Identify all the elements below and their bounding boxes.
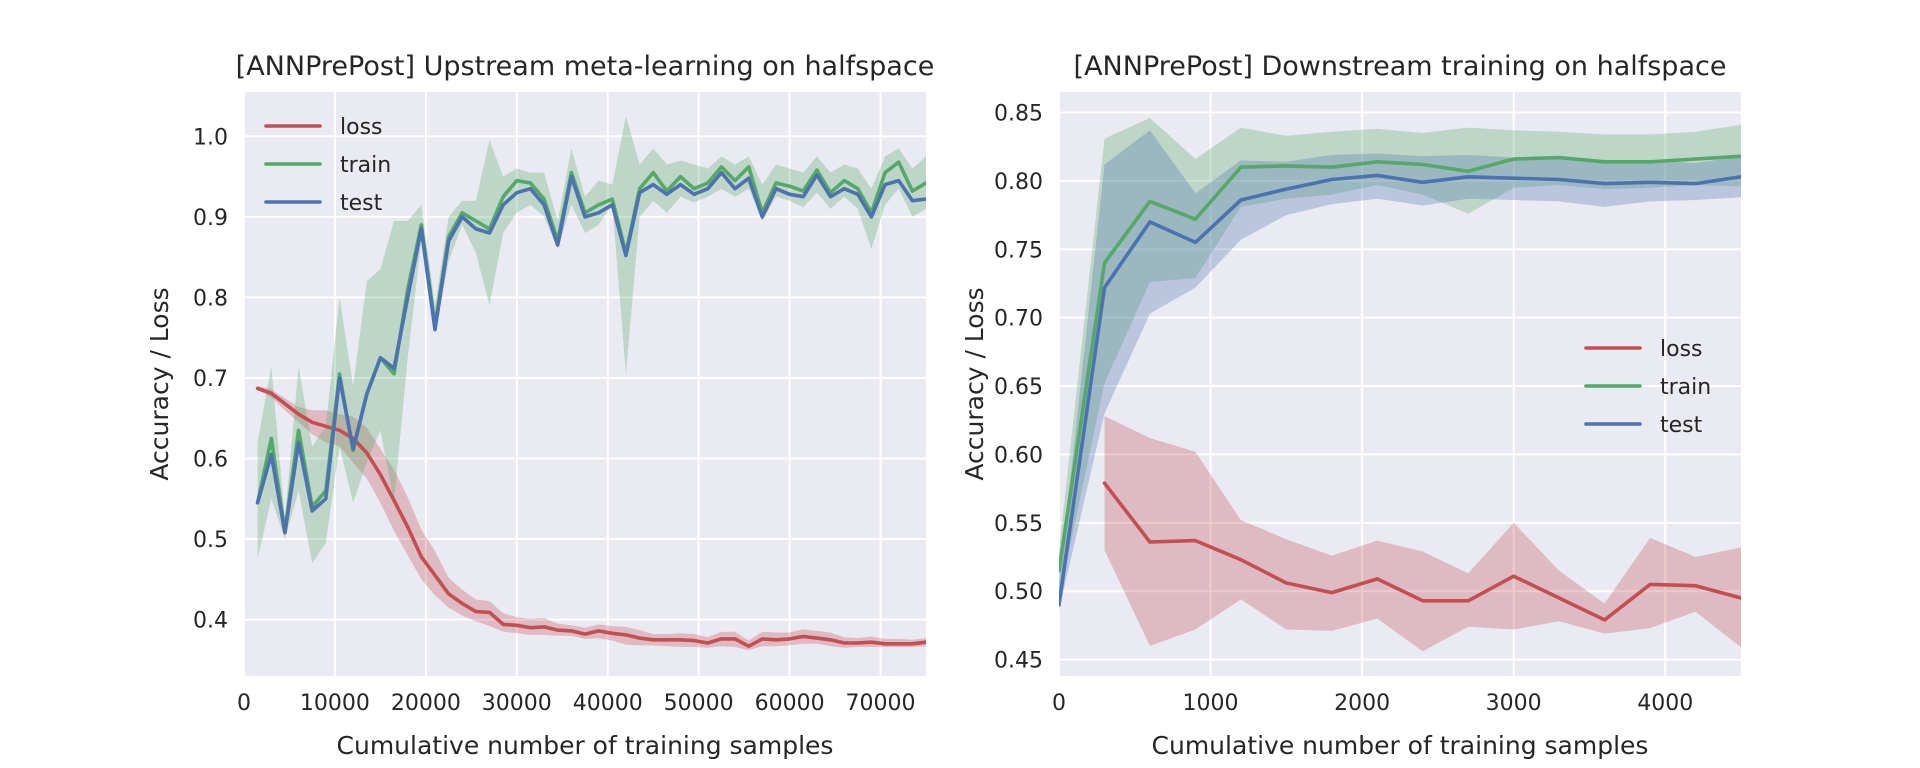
- chart-title: [ANNPrePost] Upstream meta-learning on h…: [236, 51, 935, 82]
- legend-label-loss: loss: [1660, 337, 1703, 362]
- band-test: [1059, 130, 1741, 611]
- subplot-2: 0 1000 2000 3000 4000 0.45 0.50 0.55 0.60 0.65 0.7…: [960, 51, 1741, 760]
- x-tick-label: 2000: [1334, 691, 1390, 716]
- y-axis-label: Accuracy / Loss: [960, 287, 989, 480]
- axes-background: [1059, 92, 1741, 676]
- x-tick-label: 10000: [300, 691, 370, 716]
- band-train: [257, 116, 926, 564]
- y-tick-labels: 0.4 0.5 0.6 0.7 0.8 0.9 1.0: [193, 125, 228, 633]
- line-test: [1059, 173, 1741, 607]
- y-tick-label: 0.50: [994, 580, 1043, 605]
- x-axis-label: Cumulative number of training samples: [337, 731, 834, 760]
- y-tick-label: 0.45: [994, 649, 1043, 674]
- band-loss: [257, 386, 926, 651]
- y-tick-label: 1.0: [193, 125, 228, 150]
- x-tick-label: 4000: [1637, 691, 1693, 716]
- line-test: [255, 170, 926, 535]
- plot-area: [255, 116, 926, 651]
- x-tick-labels: 0 1000 2000 3000 4000: [1052, 691, 1693, 716]
- y-tick-label: 0.8: [193, 286, 228, 311]
- line-loss: [255, 386, 926, 648]
- y-tick-labels: 0.45 0.50 0.55 0.60 0.65 0.70 0.75 0.80 0.85: [994, 102, 1043, 674]
- y-tick-label: 0.55: [994, 512, 1043, 537]
- y-axis-label: Accuracy / Loss: [145, 287, 174, 480]
- x-tick-labels: 0 10000 20000 30000 40000 50000 60000 70000: [237, 691, 916, 716]
- legend: loss train test: [1584, 337, 1711, 438]
- axes-background: [244, 92, 926, 676]
- y-tick-label: 0.85: [994, 102, 1043, 127]
- legend-label-train: train: [1660, 375, 1711, 400]
- y-tick-label: 0.75: [994, 238, 1043, 263]
- y-tick-label: 0.70: [994, 307, 1043, 332]
- x-tick-label: 60000: [755, 691, 825, 716]
- chart-title: [ANNPrePost] Downstream training on half…: [1074, 51, 1727, 82]
- y-tick-label: 0.80: [994, 170, 1043, 195]
- x-tick-label: 3000: [1486, 691, 1542, 716]
- x-tick-label: 40000: [573, 691, 643, 716]
- x-tick-label: 0: [1052, 691, 1066, 716]
- grid: [1058, 92, 1741, 676]
- x-axis-label: Cumulative number of training samples: [1152, 731, 1649, 760]
- legend-label-test: test: [340, 191, 383, 216]
- x-tick-label: 20000: [391, 691, 461, 716]
- x-tick-label: 50000: [664, 691, 734, 716]
- subplot-1: 0 10000 20000 30000 40000 50000 60000 700000.40…: [145, 51, 934, 760]
- x-tick-label: 30000: [482, 691, 552, 716]
- x-tick-label: 0: [237, 691, 251, 716]
- legend-label-train: train: [340, 153, 391, 178]
- y-tick-label: 0.6: [193, 448, 228, 473]
- legend-label-test: test: [1660, 413, 1703, 438]
- y-tick-label: 0.65: [994, 375, 1043, 400]
- y-tick-label: 0.60: [994, 443, 1043, 468]
- y-tick-label: 0.7: [193, 367, 228, 392]
- line-loss: [1102, 481, 1741, 622]
- line-train: [1059, 154, 1741, 573]
- band-loss: [1104, 416, 1741, 652]
- legend: loss train test: [264, 115, 391, 216]
- x-tick-label: 1000: [1183, 691, 1239, 716]
- y-tick-label: 0.4: [193, 609, 228, 634]
- x-tick-label: 70000: [846, 691, 916, 716]
- band-train: [1059, 118, 1741, 598]
- plot-area: [1059, 118, 1741, 652]
- legend-label-loss: loss: [340, 115, 383, 140]
- y-tick-label: 0.9: [193, 206, 228, 231]
- y-tick-label: 0.5: [193, 528, 228, 553]
